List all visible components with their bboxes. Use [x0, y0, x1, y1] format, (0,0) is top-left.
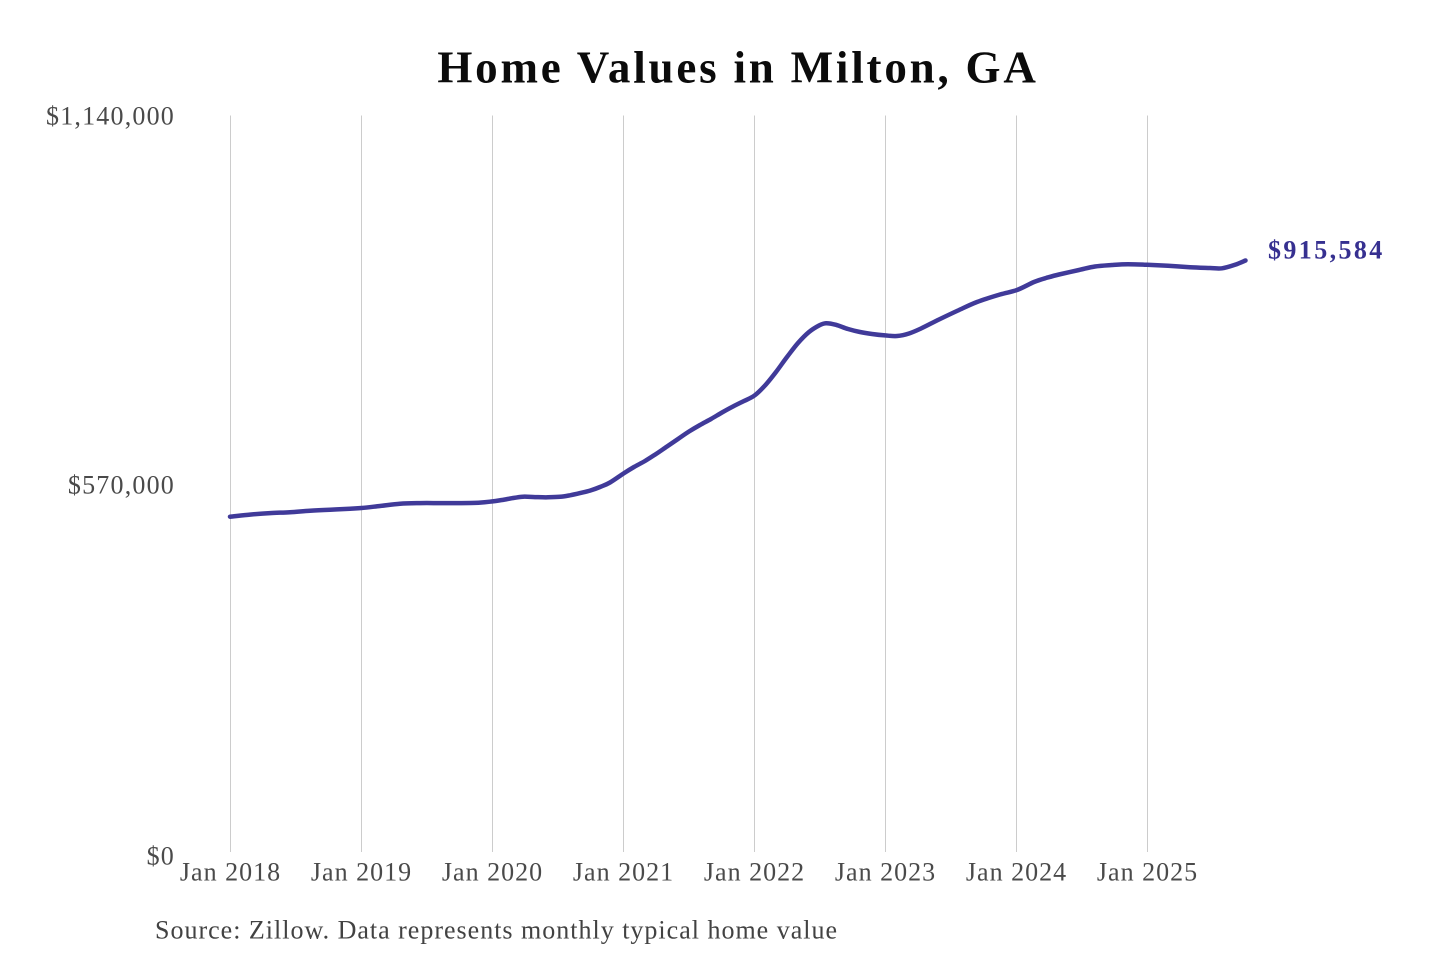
svg-text:$0: $0 [147, 842, 175, 871]
svg-text:Jan 2022: Jan 2022 [704, 858, 805, 887]
svg-text:Jan 2025: Jan 2025 [1097, 858, 1198, 887]
svg-text:Jan 2020: Jan 2020 [442, 858, 543, 887]
svg-text:Source: Zillow. Data represent: Source: Zillow. Data represents monthly … [155, 915, 838, 944]
svg-text:Jan 2019: Jan 2019 [311, 858, 412, 887]
svg-text:$915,584: $915,584 [1268, 235, 1385, 264]
svg-text:Jan 2021: Jan 2021 [573, 858, 674, 887]
svg-text:Jan 2018: Jan 2018 [180, 858, 281, 887]
svg-text:Home Values in Milton, GA: Home Values in Milton, GA [437, 43, 1038, 93]
svg-text:Jan 2024: Jan 2024 [966, 858, 1067, 887]
svg-text:$1,140,000: $1,140,000 [46, 102, 175, 131]
svg-text:Jan 2023: Jan 2023 [835, 858, 936, 887]
svg-text:$570,000: $570,000 [68, 471, 175, 500]
